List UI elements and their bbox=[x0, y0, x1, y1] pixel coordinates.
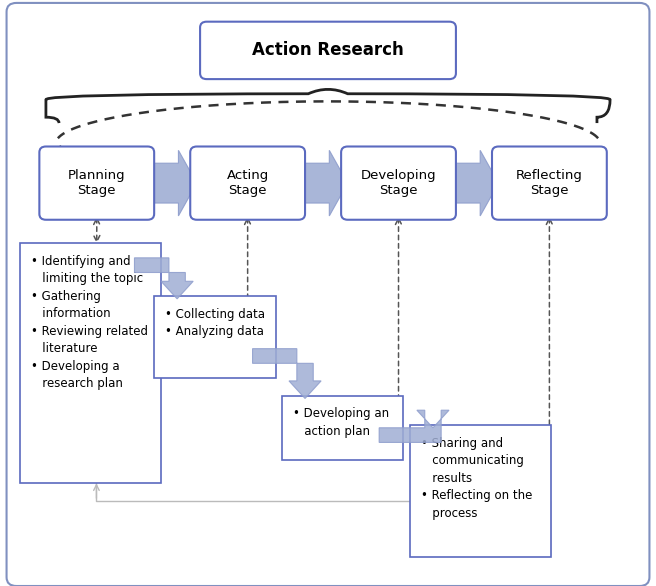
Text: Reflecting
Stage: Reflecting Stage bbox=[516, 169, 583, 197]
Polygon shape bbox=[148, 150, 197, 216]
FancyBboxPatch shape bbox=[341, 146, 456, 220]
Text: • Sharing and
   communicating
   results
• Reflecting on the
   process: • Sharing and communicating results • Re… bbox=[421, 437, 533, 520]
FancyBboxPatch shape bbox=[200, 22, 456, 79]
FancyBboxPatch shape bbox=[282, 396, 403, 460]
Polygon shape bbox=[253, 349, 321, 398]
Text: Action Research: Action Research bbox=[252, 42, 404, 59]
Text: • Identifying and
   limiting the topic
• Gathering
   information
• Reviewing r: • Identifying and limiting the topic • G… bbox=[31, 255, 148, 390]
FancyBboxPatch shape bbox=[492, 146, 607, 220]
FancyBboxPatch shape bbox=[190, 146, 305, 220]
Polygon shape bbox=[298, 150, 348, 216]
FancyBboxPatch shape bbox=[7, 3, 649, 586]
FancyBboxPatch shape bbox=[410, 425, 551, 557]
Text: • Developing an
   action plan: • Developing an action plan bbox=[293, 407, 390, 438]
Text: • Collecting data
• Analyzing data: • Collecting data • Analyzing data bbox=[165, 308, 265, 338]
Text: Acting
Stage: Acting Stage bbox=[226, 169, 269, 197]
Text: Developing
Stage: Developing Stage bbox=[361, 169, 436, 197]
Polygon shape bbox=[449, 150, 499, 216]
FancyBboxPatch shape bbox=[20, 243, 161, 483]
Polygon shape bbox=[379, 410, 449, 442]
Text: Planning
Stage: Planning Stage bbox=[68, 169, 125, 197]
FancyBboxPatch shape bbox=[39, 146, 154, 220]
Polygon shape bbox=[134, 258, 194, 299]
FancyBboxPatch shape bbox=[154, 296, 276, 378]
